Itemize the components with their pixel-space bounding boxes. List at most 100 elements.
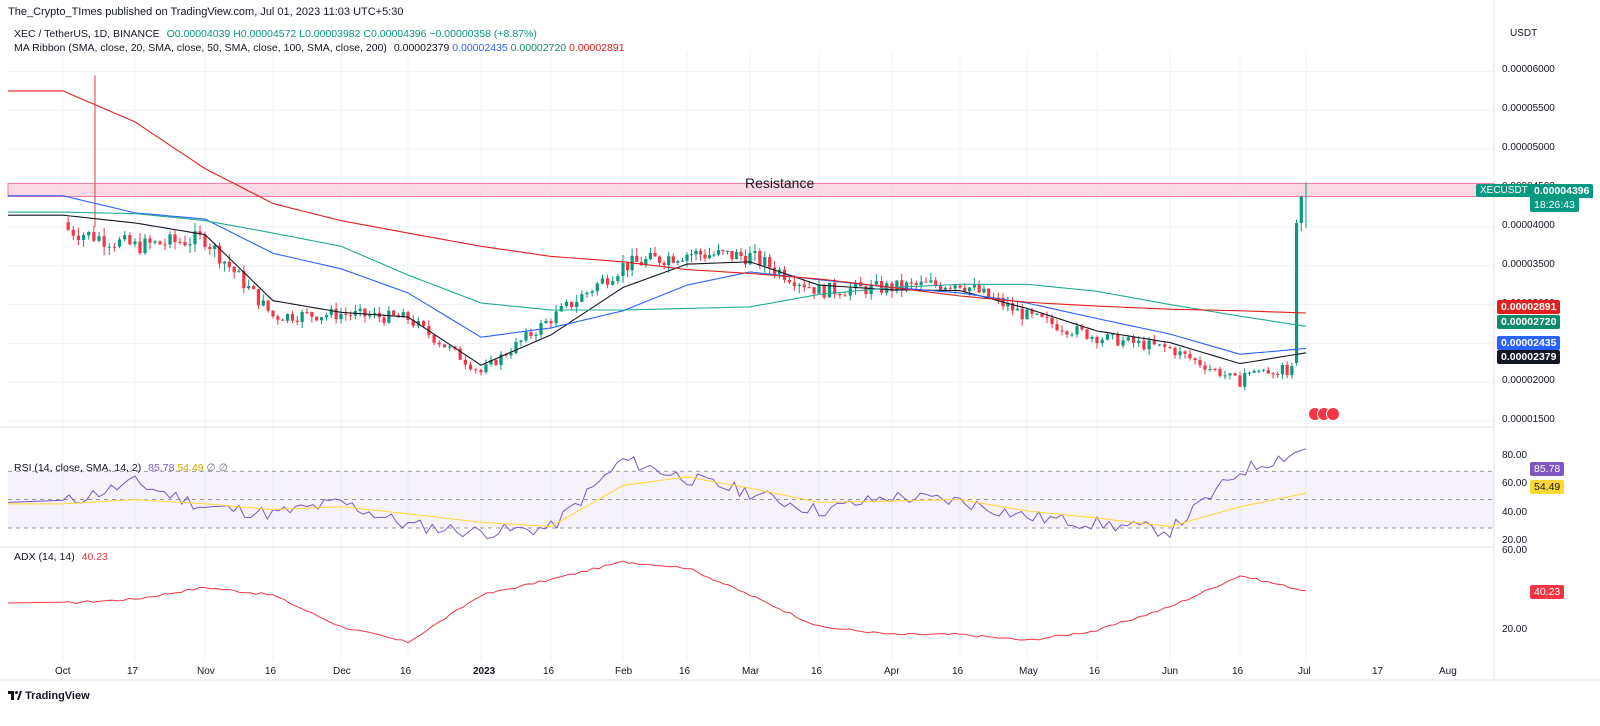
candle-body <box>1105 334 1110 340</box>
symbol-legend: XEC / TetherUS, 1D, BINANCE O0.00004039 … <box>14 28 537 40</box>
candle-body <box>943 287 948 290</box>
candle-body <box>580 294 584 302</box>
sma-200-line <box>8 90 1307 314</box>
candle-body <box>698 250 703 255</box>
candle-body <box>237 271 241 273</box>
candle-body <box>716 250 721 255</box>
candle-body <box>1126 337 1130 341</box>
price-axis-label: 0.00002000 <box>1502 375 1555 387</box>
ma-value-tag: 0.00002435 <box>1497 336 1561 350</box>
candle-body <box>107 246 111 248</box>
candle-body <box>97 236 101 241</box>
time-axis-label: 16 <box>400 666 412 677</box>
rsi-band-fill <box>8 471 1494 528</box>
candle-body <box>217 245 222 264</box>
tradingview-logo[interactable]: TradingView <box>8 690 90 702</box>
candle-body <box>590 291 594 293</box>
economic-events-icon[interactable] <box>1308 407 1340 421</box>
candle-body <box>300 312 304 322</box>
price-axis-label: 0.00003500 <box>1502 258 1555 270</box>
candle-body <box>1218 369 1222 376</box>
ma-ribbon-label[interactable]: MA Ribbon (SMA, close, 20, SMA, close, 5… <box>14 42 387 54</box>
candle-body <box>66 222 70 230</box>
rsi-axis-label: 20.00 <box>1502 535 1528 547</box>
time-axis-label: 16 <box>811 666 823 677</box>
candle-body <box>1121 340 1125 346</box>
candle-body <box>1290 366 1294 376</box>
candle-body <box>1294 222 1299 363</box>
candle-body <box>524 332 528 341</box>
candle-body <box>92 231 96 241</box>
ma50-value: 0.00002435 <box>452 42 508 54</box>
candle-body <box>1095 336 1099 344</box>
candle-body <box>1183 351 1187 354</box>
candle-body <box>534 334 538 336</box>
adx-line <box>7 560 1307 644</box>
candle-body <box>329 308 333 316</box>
time-axis-label: 16 <box>543 666 555 677</box>
symbol-name[interactable]: XEC / TetherUS, 1D, BINANCE <box>14 28 160 40</box>
candle-body <box>1075 326 1079 335</box>
rsi-label[interactable]: RSI (14, close, SMA, 14, 2) <box>14 462 142 474</box>
candle-body <box>773 267 777 274</box>
candle-body <box>1213 368 1217 370</box>
candle-body <box>76 235 81 240</box>
rsi-ma-line <box>8 476 1307 528</box>
rsi-axis-label: 80.00 <box>1502 450 1528 462</box>
adx-label[interactable]: ADX (14, 14) <box>14 551 75 563</box>
candle-body <box>782 269 787 280</box>
candle-body <box>879 281 884 293</box>
candle-body <box>1040 313 1044 317</box>
chart-grid <box>0 0 1600 681</box>
candle-body <box>368 315 372 317</box>
candle-body <box>958 285 962 288</box>
candle-body <box>753 251 757 253</box>
candle-body <box>1247 372 1252 374</box>
ma20-value: 0.00002379 <box>393 42 450 54</box>
time-axis-label: 16 <box>679 666 691 677</box>
candle-body <box>458 348 462 360</box>
candle-body <box>1015 308 1020 311</box>
candle-body <box>193 231 197 245</box>
candle-body <box>479 369 483 373</box>
ma-ribbon-legend: MA Ribbon (SMA, close, 20, SMA, close, 5… <box>14 42 625 54</box>
price-axis-label: 0.00004000 <box>1502 219 1555 231</box>
candle-body <box>1055 324 1059 331</box>
rsi-legend-ma-value: 54.49 <box>177 462 204 474</box>
ohlc-close-value: C0.00004396 <box>363 28 427 40</box>
candle-body <box>1238 375 1242 387</box>
candle-body <box>575 301 579 308</box>
adx-axis-label: 20.00 <box>1502 623 1528 635</box>
candle-body <box>768 257 772 268</box>
ohlc-change-value: −0.00000358 (+8.87%) <box>429 28 537 40</box>
candle-body <box>676 261 680 263</box>
candle-body <box>1152 340 1156 345</box>
candle-body <box>227 261 231 267</box>
rsi-legend-extras: ∅ ∅ <box>206 462 228 474</box>
adx-pane <box>7 560 1307 644</box>
time-axis-label: May <box>1019 666 1038 677</box>
candle-body <box>1006 303 1010 307</box>
candle-body <box>1233 373 1237 376</box>
candle-body <box>725 250 730 252</box>
candle-body <box>123 235 127 240</box>
candle-body <box>792 282 796 287</box>
candle-body <box>372 312 377 316</box>
candle-body <box>1252 370 1256 373</box>
rsi-pane <box>7 448 1494 540</box>
price-axis-label: 0.00005000 <box>1502 142 1555 154</box>
currency-label[interactable]: USDT <box>1510 28 1538 39</box>
candle-body <box>1147 340 1151 350</box>
ohlc-open-value: O0.00004039 <box>166 28 231 40</box>
time-axis-label: 16 <box>952 666 964 677</box>
candle-body <box>437 342 441 345</box>
candle-body <box>1163 344 1167 348</box>
time-axis-label: Oct <box>55 666 71 677</box>
candle-body <box>305 312 309 314</box>
time-axis-label: Apr <box>884 666 900 677</box>
adx-value-tag: 40.23 <box>1530 585 1565 599</box>
candle-body <box>392 310 396 316</box>
candle-body <box>1142 340 1146 350</box>
candle-body <box>324 315 329 318</box>
